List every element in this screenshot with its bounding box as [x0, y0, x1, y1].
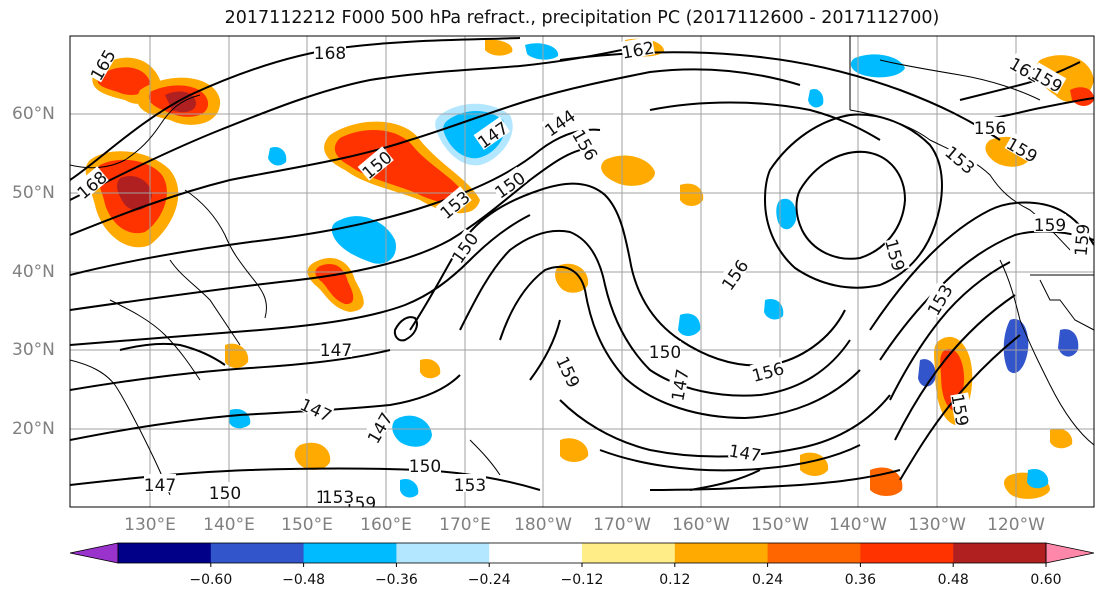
colorbar-segment [118, 543, 212, 563]
contour-label-bg [1029, 62, 1067, 95]
contour-label-bg [490, 166, 528, 200]
colorbar-extend-max [1045, 542, 1095, 564]
lat-label-30n: 30°N [12, 340, 55, 360]
contour-label-bg [435, 186, 472, 221]
colorbar-segment [210, 543, 305, 563]
colorbar-tick-label: −0.24 [467, 572, 511, 588]
contour-label-bg [649, 341, 681, 359]
contour-label-bg [209, 482, 241, 500]
lon-label-120w: 120°W [987, 515, 1045, 535]
lon-label-140e: 140°E [203, 515, 255, 535]
contour-label-bg [72, 166, 109, 201]
contour-label: 150 [209, 484, 241, 504]
contour-label-bg [950, 392, 974, 427]
contour-label-bg [1034, 214, 1066, 232]
colorbar-tick-label: 0.36 [844, 572, 876, 588]
contour-label-bg [322, 486, 354, 504]
lon-label-140w: 140°W [829, 515, 887, 535]
contour-label-bg [620, 36, 655, 60]
lon-label-160w: 160°W [672, 515, 730, 535]
lon-label-170e: 170°E [439, 515, 491, 535]
colorbar-extend-min [69, 542, 119, 564]
contour-label-bg [357, 146, 394, 181]
colorbar-ticks [210, 563, 1047, 567]
colorbar-segment [396, 543, 490, 563]
colorbar-tick-label: −0.12 [560, 572, 604, 588]
contour-label-bg [473, 116, 511, 150]
lon-label-150w: 150°W [751, 515, 809, 535]
lon-label-160e: 160°E [360, 515, 412, 535]
contour-label-bg [974, 117, 1006, 135]
lat-label-60n: 60°N [12, 104, 55, 124]
contour-label-bg [320, 339, 352, 357]
colorbar-segment [674, 543, 769, 563]
lat-label-50n: 50°N [12, 183, 55, 203]
colorbar-tick-label: 0.60 [1030, 572, 1062, 588]
lon-label-130e: 130°E [124, 515, 176, 535]
contour-label-bg [298, 393, 336, 424]
map-frame [69, 35, 1095, 508]
contour-label-bg [85, 45, 118, 83]
colorbar-tick-label: −0.60 [189, 572, 233, 588]
colorbar-tick-label: 0.12 [659, 572, 691, 588]
colorbar-segments [69, 542, 1095, 564]
contour-label-bg [362, 408, 395, 446]
colorbar-tick-label: 0.48 [937, 572, 969, 588]
contour-label-bg [1004, 132, 1042, 165]
contour-label-bg [454, 474, 486, 492]
contour-label: 159 [1072, 223, 1095, 257]
colorbar-tick-label: −0.48 [282, 572, 326, 588]
contour-label: 147 [320, 341, 352, 361]
contour-label-bg [314, 42, 346, 60]
contour-label: 147 [144, 476, 176, 496]
contour-label-bg [409, 455, 441, 473]
map-title: 2017112212 F000 500 hPa refract., precip… [224, 8, 940, 28]
contour-label: 156 [974, 119, 1006, 139]
contour-label-bg [943, 141, 980, 176]
contour-label: 150 [649, 343, 681, 363]
lon-label-150e: 150°E [281, 515, 333, 535]
colorbar-segment [489, 543, 583, 563]
contour-label: 168 [314, 44, 346, 64]
precip-negative-patches [229, 43, 1079, 498]
colorbar-segment [953, 543, 1047, 563]
lon-label-170w: 170°W [593, 515, 651, 535]
colorbar-tick-label: 0.24 [752, 572, 784, 588]
contour-label-bg [749, 357, 786, 383]
contour-label: 153 [322, 488, 354, 508]
contour-label: 159 [1034, 216, 1066, 236]
contour-label-bg [144, 474, 176, 492]
colorbar-segment [582, 543, 676, 563]
lon-label-130w: 130°W [908, 515, 966, 535]
contour-label-bg [570, 125, 603, 163]
lat-label-20n: 20°N [12, 419, 55, 439]
contour-label-bg [554, 352, 585, 390]
contour-label-bg [666, 367, 690, 402]
colorbar-segment [767, 543, 861, 563]
lon-label-180w: 180°W [514, 515, 572, 535]
colorbar-tick-label: −0.36 [374, 572, 418, 588]
colorbar-segment [860, 543, 954, 563]
contour-label-bg [716, 255, 750, 293]
lat-label-40n: 40°N [12, 262, 55, 282]
contour-label: 150 [409, 457, 441, 477]
contour-label-bg [446, 228, 480, 266]
contour-label: 153 [454, 476, 486, 496]
contour-label-bg [1069, 223, 1091, 257]
colorbar-segment [303, 543, 397, 563]
contour-label-bg [922, 280, 955, 318]
contour-label-bg [884, 236, 910, 273]
contour-label-bg [540, 104, 578, 138]
contour-label-bg [728, 439, 763, 463]
